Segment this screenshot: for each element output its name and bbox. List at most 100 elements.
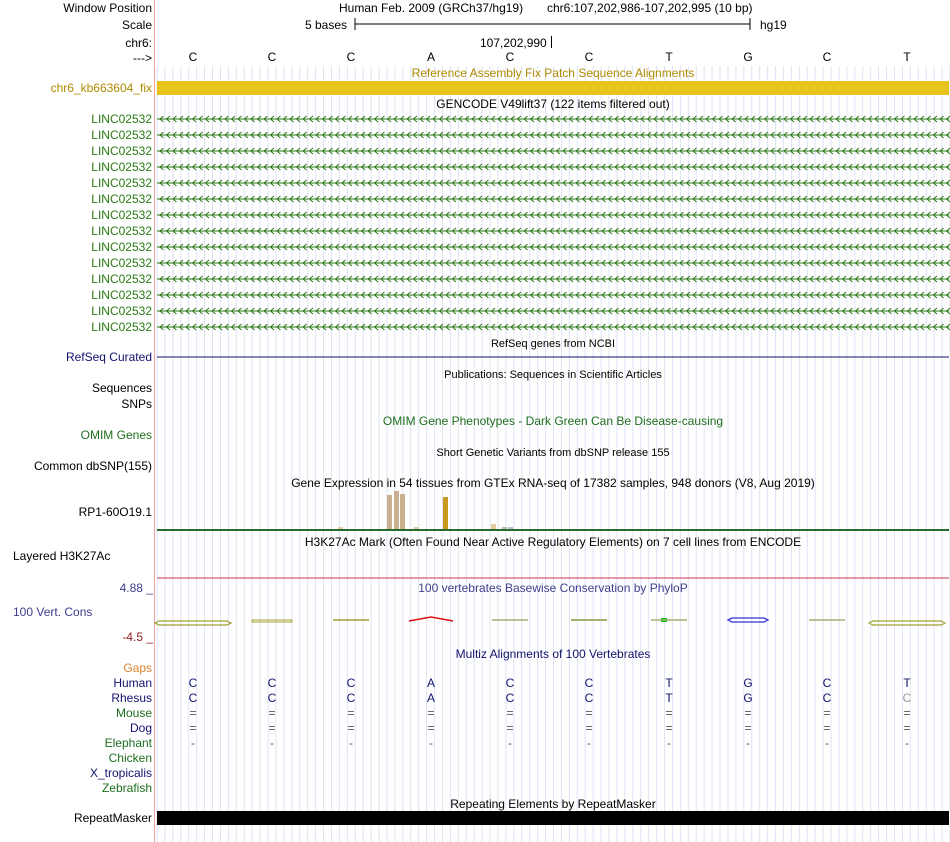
gencode-item-label[interactable]: LINC02532 (91, 256, 152, 270)
multiz-base: C (584, 691, 594, 705)
phylop-score-mark (153, 620, 233, 626)
multiz-base: C (822, 691, 832, 705)
multiz-base: C (188, 676, 198, 690)
multiz-base: - (905, 736, 909, 750)
gencode-item-label[interactable]: LINC02532 (91, 160, 152, 174)
h3k27ac-label[interactable]: Layered H3K27Ac (13, 549, 111, 563)
multiz-base: C (505, 676, 515, 690)
multiz-base: = (427, 721, 435, 735)
scale-label: Scale (121, 18, 152, 32)
multiz-base: = (268, 721, 276, 735)
gencode-item-label[interactable]: LINC02532 (91, 240, 152, 254)
base-letter: C (267, 50, 277, 64)
multiz-base: - (587, 736, 591, 750)
gencode-strand-arrows (159, 179, 950, 187)
multiz-base: = (347, 706, 355, 720)
window-position-label: Window Position (63, 1, 152, 15)
gtex-label[interactable]: RP1-60O19.1 (78, 505, 152, 519)
db-name: hg19 (760, 18, 787, 32)
multiz-species-label[interactable]: Chicken (108, 751, 152, 765)
multiz-base: = (506, 721, 514, 735)
gencode-strand-arrows (159, 227, 950, 235)
multiz-base: C (346, 676, 356, 690)
omim-label[interactable]: OMIM Genes (80, 428, 152, 442)
snps-label[interactable]: SNPs (121, 397, 152, 411)
multiz-species-label[interactable]: Human (113, 676, 152, 690)
fix-patch-label[interactable]: chr6_kb663604_fix (50, 81, 152, 95)
multiz-base: - (270, 736, 274, 750)
dbsnp-label[interactable]: Common dbSNP(155) (33, 459, 152, 473)
multiz-species-label[interactable]: Mouse (115, 706, 152, 720)
gencode-strand-arrows (159, 131, 950, 139)
gaps-label[interactable]: Gaps (123, 661, 152, 675)
phylop-max: 4.88 _ (119, 581, 153, 595)
multiz-base: = (903, 706, 911, 720)
multiz-base: C (505, 691, 515, 705)
multiz-base: = (744, 706, 752, 720)
publications-label[interactable]: Sequences (91, 381, 152, 395)
gencode-strand-arrows (159, 115, 950, 123)
multiz-base: C (267, 676, 277, 690)
gencode-item-label[interactable]: LINC02532 (91, 224, 152, 238)
gencode-item-label[interactable]: LINC02532 (91, 208, 152, 222)
multiz-base: = (823, 706, 831, 720)
phylop-label[interactable]: 100 Vert. Cons (13, 605, 93, 619)
multiz-base: = (427, 706, 435, 720)
gtex-bar (338, 527, 343, 529)
multiz-species-label[interactable]: Elephant (104, 736, 152, 750)
repeatmasker-label[interactable]: RepeatMasker (73, 811, 152, 825)
gencode-item-label[interactable]: LINC02532 (91, 272, 152, 286)
gencode-item-label[interactable]: LINC02532 (91, 176, 152, 190)
base-letter: C (584, 50, 594, 64)
base-letter: G (743, 50, 753, 64)
phylop-min: -4.5 _ (122, 630, 153, 644)
coord-label: 107,202,990 (480, 36, 547, 50)
gencode-item-label[interactable]: LINC02532 (91, 128, 152, 142)
multiz-base: A (426, 676, 435, 690)
fix-patch-bar[interactable] (157, 81, 949, 95)
window-position[interactable]: chr6:107,202,986-107,202,995 (10 bp) (547, 1, 753, 15)
gencode-item-label[interactable]: LINC02532 (91, 320, 152, 334)
multiz-species-label[interactable]: Dog (129, 721, 152, 735)
multiz-base: C (584, 676, 594, 690)
multiz-species-label[interactable]: Zebrafish (101, 781, 152, 795)
multiz-base: - (746, 736, 750, 750)
multiz-base: G (743, 691, 753, 705)
gtex-bar (400, 494, 405, 529)
multiz-base: - (191, 736, 195, 750)
gtex-bar (414, 527, 419, 529)
dbsnp-title: Short Genetic Variants from dbSNP releas… (436, 447, 670, 459)
gencode-strand-arrows (159, 307, 950, 315)
refseq-label[interactable]: RefSeq Curated (65, 350, 152, 364)
gencode-item-label[interactable]: LINC02532 (91, 192, 152, 206)
phylop-score-mark (867, 620, 947, 626)
multiz-base: - (508, 736, 512, 750)
gencode-item-label[interactable]: LINC02532 (91, 112, 152, 126)
multiz-base: A (426, 691, 435, 705)
gencode-strand-arrows (159, 211, 950, 219)
gencode-item-label[interactable]: LINC02532 (91, 304, 152, 318)
multiz-species-label[interactable]: X_tropicalis (89, 766, 152, 780)
multiz-base: C (902, 691, 912, 705)
h3k27ac-title: H3K27Ac Mark (Often Found Near Active Re… (304, 535, 802, 549)
multiz-base: - (667, 736, 671, 750)
phylop-score-mark (251, 619, 293, 623)
multiz-base: = (903, 721, 911, 735)
multiz-base: = (268, 706, 276, 720)
repeatmasker-bar[interactable] (157, 811, 949, 825)
gencode-strand-arrows (159, 323, 950, 331)
multiz-base: G (743, 676, 753, 690)
gencode-item-label[interactable]: LINC02532 (91, 144, 152, 158)
gencode-item-label[interactable]: LINC02532 (91, 288, 152, 302)
gtex-bar (491, 524, 496, 529)
multiz-base: T (903, 676, 911, 690)
multiz-species-label[interactable]: Rhesus (111, 691, 152, 705)
multiz-base: C (346, 691, 356, 705)
multiz-title: Multiz Alignments of 100 Vertebrates (455, 647, 651, 661)
gencode-strand-arrows (159, 259, 950, 267)
gencode-strand-arrows (159, 163, 950, 171)
gtex-bar (502, 527, 507, 529)
omim-title: OMIM Gene Phenotypes - Dark Green Can Be… (382, 414, 724, 428)
